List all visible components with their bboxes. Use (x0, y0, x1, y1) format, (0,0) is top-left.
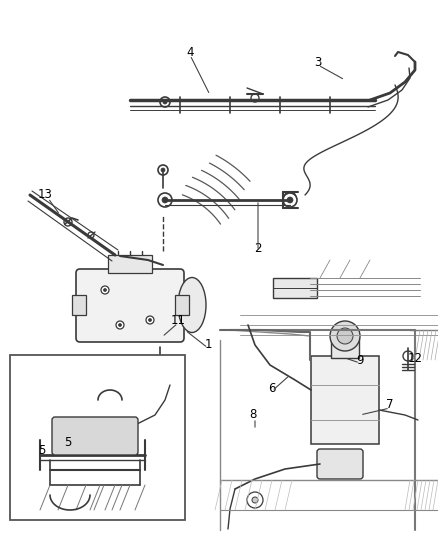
Circle shape (88, 232, 94, 238)
Bar (10, 355, 185, 520)
Bar (72, 295, 86, 315)
Circle shape (103, 288, 106, 292)
Text: 4: 4 (186, 45, 194, 59)
FancyBboxPatch shape (52, 417, 138, 455)
Circle shape (148, 319, 152, 321)
Circle shape (403, 351, 413, 361)
Circle shape (162, 197, 168, 203)
Text: 5: 5 (64, 435, 72, 448)
Text: 2: 2 (254, 241, 262, 254)
Circle shape (158, 165, 168, 175)
Bar (273, 278, 317, 298)
Circle shape (247, 492, 263, 508)
Text: 9: 9 (356, 353, 364, 367)
FancyBboxPatch shape (317, 449, 363, 479)
Circle shape (287, 197, 293, 203)
Circle shape (160, 97, 170, 107)
Circle shape (155, 380, 165, 390)
Text: 3: 3 (314, 55, 321, 69)
Circle shape (251, 94, 259, 102)
Circle shape (283, 193, 297, 207)
Text: 8: 8 (249, 408, 257, 422)
Text: 12: 12 (407, 351, 423, 365)
Text: 6: 6 (268, 382, 276, 394)
FancyBboxPatch shape (76, 269, 184, 342)
Bar (311, 356, 379, 444)
Bar (175, 295, 189, 315)
Circle shape (330, 321, 360, 351)
Circle shape (119, 324, 121, 327)
Circle shape (101, 286, 109, 294)
Circle shape (146, 316, 154, 324)
Circle shape (158, 193, 172, 207)
Ellipse shape (178, 278, 206, 333)
Text: 7: 7 (386, 399, 394, 411)
Circle shape (161, 168, 165, 172)
Text: 11: 11 (170, 313, 186, 327)
Text: 5: 5 (38, 443, 46, 456)
Bar (108, 255, 152, 273)
Circle shape (252, 497, 258, 503)
Circle shape (337, 328, 353, 344)
Text: 1: 1 (204, 338, 212, 351)
Bar (331, 338, 359, 358)
Circle shape (64, 218, 72, 226)
Circle shape (116, 321, 124, 329)
Text: 13: 13 (38, 189, 53, 201)
Circle shape (163, 100, 167, 104)
Circle shape (284, 192, 296, 204)
Circle shape (287, 196, 293, 200)
